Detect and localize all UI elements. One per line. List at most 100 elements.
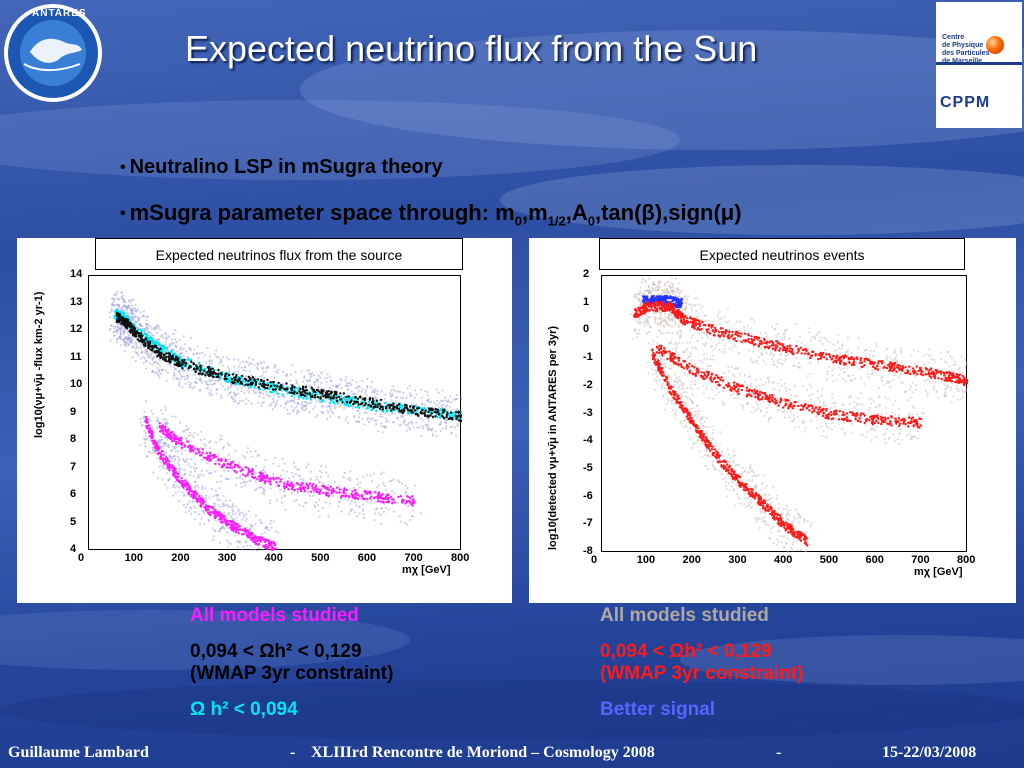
- events-cloud-point: [671, 276, 674, 280]
- flux-cloud-point: [155, 426, 158, 429]
- flux-cloud-point: [194, 485, 197, 488]
- flux-cloud-point: [445, 424, 448, 428]
- flux-cloud-point: [194, 486, 197, 489]
- flux-point: [338, 491, 341, 494]
- flux-cloud-point: [157, 362, 160, 365]
- flux-cloud-point: [180, 452, 183, 455]
- flux-cloud-point: [155, 324, 159, 327]
- flux-cloud-point: [115, 293, 118, 296]
- flux-point: [190, 360, 193, 364]
- flux-cloud-point: [342, 407, 346, 410]
- flux-cloud-point: [317, 399, 321, 403]
- flux-point: [403, 403, 407, 407]
- flux-cloud-point: [157, 440, 160, 443]
- flux-cloud-point: [164, 408, 167, 411]
- flux-cloud-point: [197, 513, 201, 516]
- flux-cloud-point: [207, 392, 210, 395]
- flux-cloud-point: [203, 437, 206, 440]
- flux-cloud-point: [241, 548, 244, 551]
- flux-point: [391, 498, 394, 501]
- flux-cloud-point: [143, 330, 146, 333]
- events-cloud-point: [654, 317, 657, 321]
- flux-cloud-point: [258, 395, 261, 398]
- events-cloud-point: [704, 319, 707, 323]
- flux-cloud-point: [269, 487, 272, 490]
- flux-point: [306, 392, 309, 395]
- flux-cloud-point: [271, 408, 274, 411]
- flux-x-tick: 700: [404, 552, 423, 564]
- flux-cloud-point: [272, 462, 275, 465]
- flux-cloud-point: [307, 491, 310, 494]
- flux-cloud-point: [144, 432, 147, 435]
- flux-point: [393, 501, 396, 504]
- flux-point: [238, 466, 241, 469]
- flux-cloud-point: [176, 485, 179, 488]
- flux-cloud-point: [445, 404, 449, 407]
- flux-cloud-point: [314, 415, 317, 419]
- flux-cloud-point: [213, 470, 217, 473]
- flux-cloud-point: [406, 387, 409, 390]
- flux-point: [455, 417, 458, 421]
- flux-cloud-point: [272, 539, 275, 542]
- flux-point: [342, 489, 345, 492]
- flux-point: [176, 357, 180, 360]
- flux-cloud-point: [119, 343, 122, 346]
- flux-point: [285, 382, 288, 385]
- flux-cloud-point: [377, 430, 380, 433]
- flux-cloud-point: [269, 395, 272, 398]
- events-cloud-point: [659, 323, 663, 326]
- flux-point: [265, 386, 269, 390]
- flux-point: [177, 472, 180, 476]
- flux-cloud-point: [170, 342, 174, 345]
- flux-cloud-point: [354, 501, 357, 504]
- flux-cloud-point: [297, 468, 301, 471]
- flux-cloud-point: [165, 451, 168, 454]
- flux-point: [363, 404, 366, 407]
- flux-cloud-point: [138, 316, 141, 320]
- flux-cloud-point: [438, 423, 441, 426]
- flux-point: [292, 392, 295, 395]
- flux-cloud-point: [369, 474, 372, 477]
- flux-cloud-point: [183, 468, 186, 471]
- flux-cloud-point: [437, 406, 440, 409]
- flux-point: [227, 522, 230, 526]
- flux-cloud-point: [345, 376, 348, 379]
- flux-point: [342, 396, 345, 400]
- flux-cloud-point: [219, 382, 223, 386]
- flux-cloud-point: [244, 540, 247, 544]
- flux-cloud-point: [244, 369, 247, 372]
- flux-point: [445, 413, 449, 417]
- flux-cloud-point: [209, 391, 212, 394]
- flux-point: [233, 378, 237, 382]
- flux-cloud-point: [163, 444, 166, 447]
- flux-point: [332, 400, 335, 403]
- flux-cloud-point: [324, 501, 327, 504]
- flux-point: [254, 380, 258, 384]
- flux-point: [246, 383, 250, 387]
- flux-cloud-point: [178, 378, 182, 381]
- events-cloud-point: [678, 292, 682, 295]
- flux-point: [251, 472, 254, 475]
- flux-cloud-point: [333, 407, 337, 410]
- events-cloud-point: [644, 279, 647, 282]
- flux-cloud-point: [162, 464, 165, 467]
- flux-point: [175, 475, 178, 478]
- flux-cloud-point: [182, 335, 185, 338]
- flux-cloud-point: [313, 383, 316, 386]
- flux-point: [196, 499, 199, 503]
- flux-point: [134, 335, 138, 338]
- flux-cloud-point: [180, 374, 183, 378]
- flux-point: [121, 322, 125, 325]
- flux-cloud-point: [422, 419, 425, 422]
- flux-cloud-point: [227, 453, 230, 457]
- flux-cloud-point: [295, 405, 298, 408]
- events-cloud-point: [701, 331, 704, 334]
- flux-point: [397, 495, 400, 499]
- flux-point: [392, 402, 395, 405]
- flux-point: [129, 324, 132, 327]
- flux-cloud-point: [185, 459, 188, 463]
- flux-cloud-point: [398, 514, 401, 518]
- events-plot-panel: Expected neutrinos events 0 100 200 300 400 5…: [529, 238, 1016, 603]
- flux-cloud-point: [177, 500, 181, 503]
- flux-cloud-point: [122, 333, 125, 336]
